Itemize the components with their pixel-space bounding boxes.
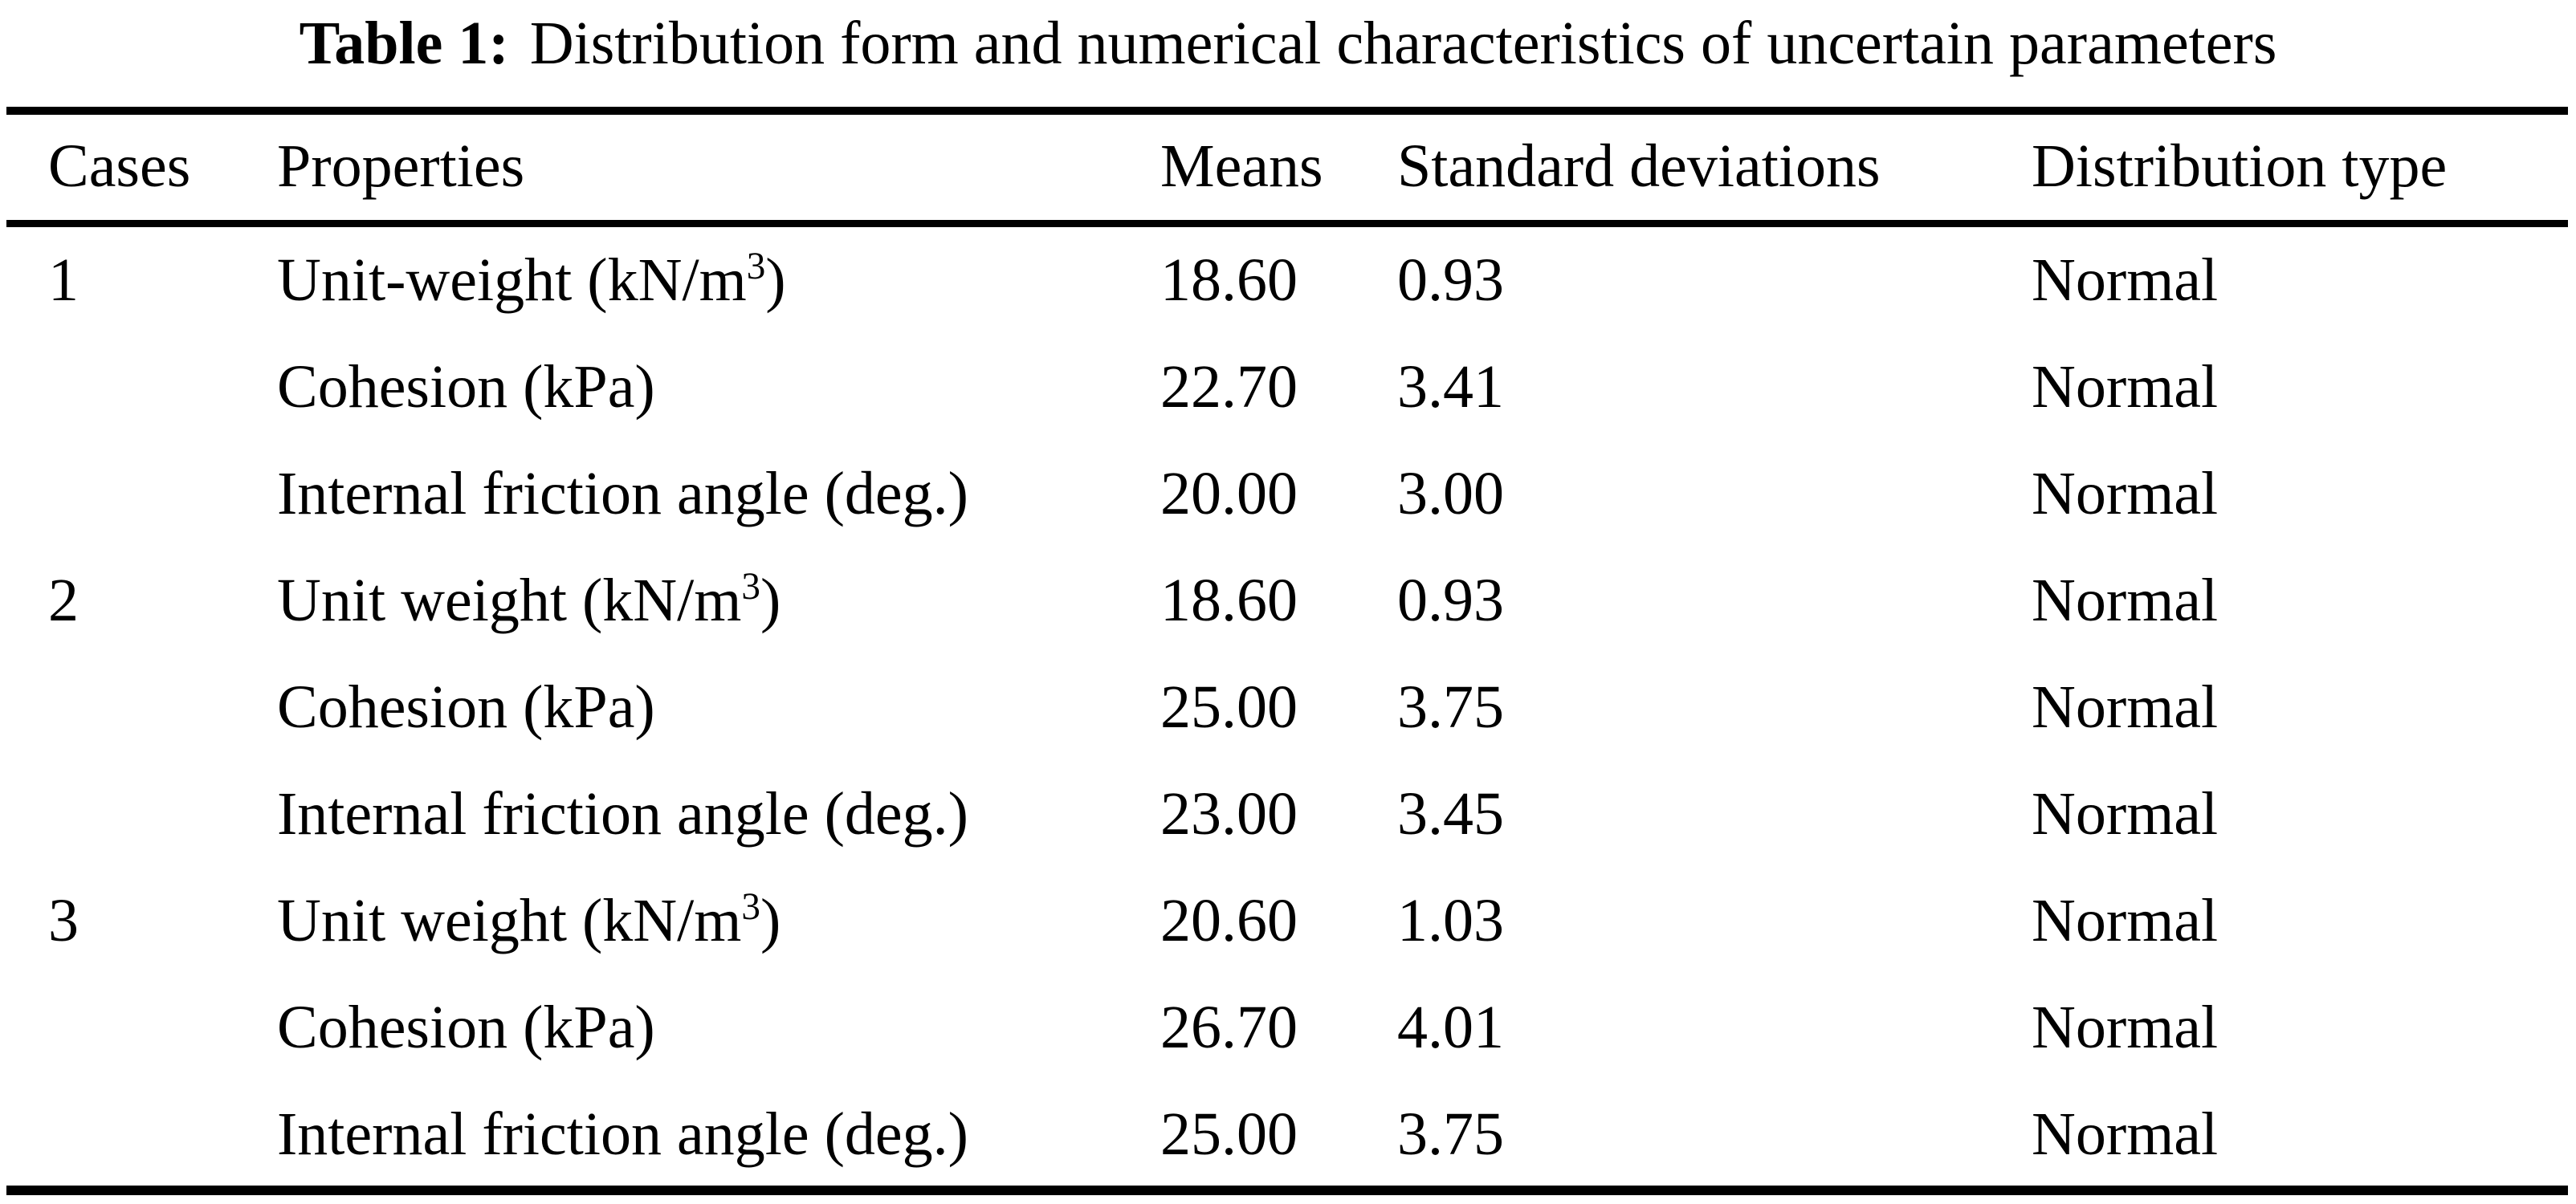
cell-mean: 20.60 [1160, 887, 1298, 954]
cell-mean: 26.70 [1160, 994, 1298, 1061]
property-superscript: 3 [741, 885, 760, 928]
cell-std: 3.75 [1397, 673, 1504, 741]
cell-distribution: Normal [2032, 780, 2219, 848]
property-text: Internal friction angle (deg.) [277, 460, 968, 527]
header-rule [6, 220, 2568, 227]
table-body: 1 Unit-weight (kN/m3) 18.60 0.93 Normal … [0, 227, 2576, 1188]
cell-distribution: Normal [2032, 1100, 2219, 1168]
property-text: Internal friction angle (deg.) [277, 1100, 968, 1168]
cell-std: 0.93 [1397, 246, 1504, 314]
cell-distribution: Normal [2032, 353, 2219, 421]
cell-std: 3.45 [1397, 780, 1504, 848]
cell-property: Internal friction angle (deg.) [277, 1100, 1160, 1169]
table-caption: Table 1: Distribution form and numerical … [0, 2, 2576, 85]
column-header-properties: Properties [277, 132, 525, 200]
cell-distribution: Normal [2032, 887, 2219, 954]
column-header-cases: Cases [48, 132, 191, 200]
table-row: Cohesion (kPa) 25.00 3.75 Normal [0, 654, 2576, 761]
property-superscript: 3 [746, 245, 766, 287]
table-row: 1 Unit-weight (kN/m3) 18.60 0.93 Normal [0, 227, 2576, 334]
cell-std: 1.03 [1397, 887, 1504, 954]
table-header-row: Cases Properties Means Standard deviatio… [0, 112, 2576, 220]
cell-property: Cohesion (kPa) [277, 673, 1160, 742]
cell-mean: 25.00 [1160, 1100, 1298, 1168]
cell-std: 0.93 [1397, 567, 1504, 634]
property-text: Internal friction angle (deg.) [277, 780, 968, 848]
cell-mean: 18.60 [1160, 567, 1298, 634]
cell-std: 3.41 [1397, 353, 1504, 421]
caption-text: Distribution form and numerical characte… [529, 10, 2277, 77]
property-text: Unit weight (kN/m [277, 887, 742, 954]
cell-std: 3.75 [1397, 1100, 1504, 1168]
table-row: Internal friction angle (deg.) 20.00 3.0… [0, 441, 2576, 547]
column-header-means: Means [1160, 132, 1323, 200]
cell-std: 3.00 [1397, 460, 1504, 527]
property-text: Cohesion (kPa) [277, 353, 655, 421]
cell-property: Unit-weight (kN/m3) [277, 246, 1160, 315]
cell-property: Unit weight (kN/m3) [277, 886, 1160, 956]
caption-label: Table 1: [299, 10, 509, 77]
property-close: ) [765, 246, 786, 314]
cell-mean: 25.00 [1160, 673, 1298, 741]
cell-mean: 20.00 [1160, 460, 1298, 527]
table-row: Cohesion (kPa) 22.70 3.41 Normal [0, 334, 2576, 441]
property-text: Unit-weight (kN/m [277, 246, 747, 314]
cell-case: 1 [48, 246, 79, 314]
cell-distribution: Normal [2032, 994, 2219, 1061]
cell-property: Internal friction angle (deg.) [277, 779, 1160, 849]
property-close: ) [760, 887, 781, 954]
table-row: 3 Unit weight (kN/m3) 20.60 1.03 Normal [0, 868, 2576, 974]
property-text: Unit weight (kN/m [277, 567, 742, 634]
cell-mean: 23.00 [1160, 780, 1298, 848]
table-row: 2 Unit weight (kN/m3) 18.60 0.93 Normal [0, 547, 2576, 654]
cell-distribution: Normal [2032, 246, 2219, 314]
column-header-standard-deviations: Standard deviations [1397, 132, 1881, 200]
cell-distribution: Normal [2032, 460, 2219, 527]
bottom-rule [6, 1186, 2568, 1195]
table-row: Internal friction angle (deg.) 25.00 3.7… [0, 1081, 2576, 1188]
table-row: Cohesion (kPa) 26.70 4.01 Normal [0, 974, 2576, 1081]
table-row: Internal friction angle (deg.) 23.00 3.4… [0, 761, 2576, 868]
top-rule [6, 107, 2568, 115]
cell-property: Unit weight (kN/m3) [277, 566, 1160, 636]
property-text: Cohesion (kPa) [277, 994, 655, 1061]
cell-property: Internal friction angle (deg.) [277, 459, 1160, 529]
column-header-distribution-type: Distribution type [2032, 132, 2448, 200]
property-close: ) [760, 567, 781, 634]
cell-mean: 22.70 [1160, 353, 1298, 421]
cell-distribution: Normal [2032, 673, 2219, 741]
property-superscript: 3 [741, 565, 760, 608]
cell-property: Cohesion (kPa) [277, 352, 1160, 422]
cell-case: 2 [48, 567, 79, 634]
cell-property: Cohesion (kPa) [277, 993, 1160, 1063]
cell-distribution: Normal [2032, 567, 2219, 634]
property-text: Cohesion (kPa) [277, 673, 655, 741]
cell-std: 4.01 [1397, 994, 1504, 1061]
cell-case: 3 [48, 887, 79, 954]
cell-mean: 18.60 [1160, 246, 1298, 314]
